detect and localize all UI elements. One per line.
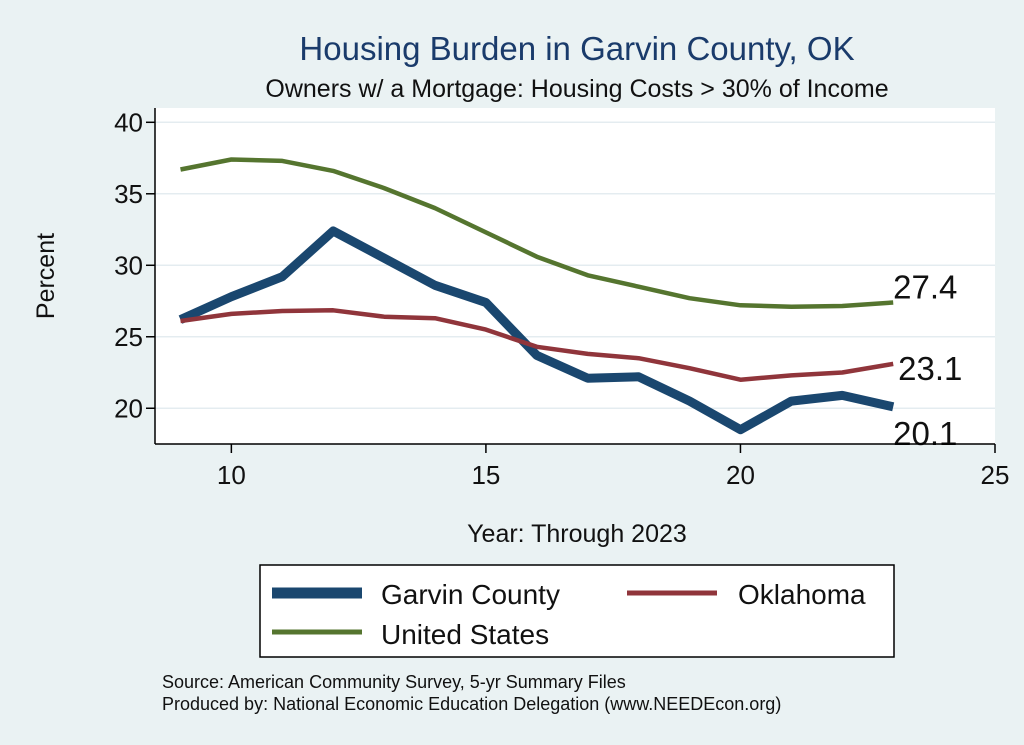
x-tick-label-10: 10: [217, 460, 246, 490]
x-axis-title: Year: Through 2023: [467, 520, 687, 548]
x-tick-label-20: 20: [726, 460, 755, 490]
y-axis-title: Percent: [32, 233, 60, 319]
chart-title: Housing Burden in Garvin County, OK: [299, 30, 854, 67]
y-tick-label-35: 35: [114, 179, 143, 209]
end-label-garvin-county: 20.1: [893, 415, 957, 452]
x-ticks: 10 15 20 25: [217, 444, 1010, 490]
legend-label-united-states: United States: [381, 619, 549, 650]
series-line-garvin-county: [178, 226, 895, 435]
legend-label-oklahoma: Oklahoma: [738, 579, 866, 610]
y-tick-label-20: 20: [114, 393, 143, 423]
end-label-united-states: 27.4: [893, 268, 957, 305]
y-ticks: 20 25 30 35 40: [114, 107, 155, 423]
legend: Garvin County Oklahoma United States: [259, 564, 895, 658]
producer-note: Produced by: National Economic Education…: [162, 694, 781, 714]
x-tick-label-15: 15: [471, 460, 500, 490]
legend-label-garvin-county: Garvin County: [381, 579, 560, 610]
x-tick-label-25: 25: [981, 460, 1010, 490]
chart-subtitle: Owners w/ a Mortgage: Housing Costs > 30…: [265, 75, 888, 103]
end-labels: 20.1 23.1 27.4: [893, 268, 962, 451]
source-note: Source: American Community Survey, 5-yr …: [162, 672, 626, 692]
y-tick-label-40: 40: [114, 107, 143, 137]
y-tick-label-30: 30: [114, 250, 143, 280]
legend-box: [259, 564, 895, 658]
end-label-oklahoma: 23.1: [898, 350, 962, 387]
series-line-united-states: [180, 157, 894, 309]
series-layer: [178, 157, 895, 435]
series-line-oklahoma: [180, 308, 894, 382]
y-tick-label-25: 25: [114, 322, 143, 352]
